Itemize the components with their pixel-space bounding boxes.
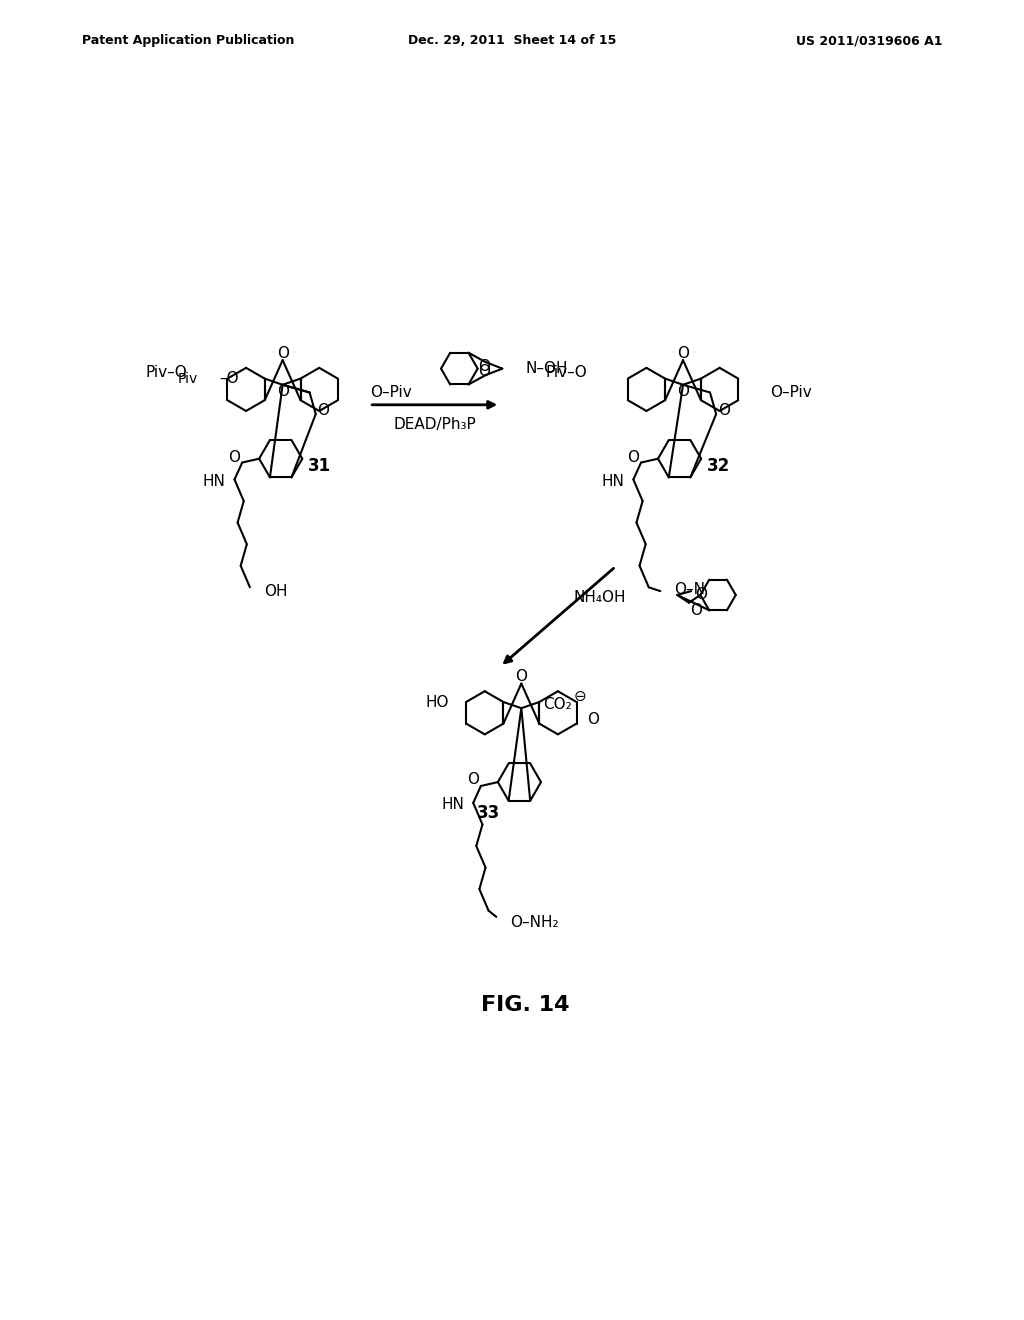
Text: Dec. 29, 2011  Sheet 14 of 15: Dec. 29, 2011 Sheet 14 of 15 — [408, 34, 616, 48]
Text: O: O — [467, 772, 479, 787]
Text: O–N: O–N — [674, 582, 706, 597]
Text: DEAD/Ph₃P: DEAD/Ph₃P — [393, 417, 476, 432]
Text: O–NH₂: O–NH₂ — [510, 915, 559, 929]
Text: 33: 33 — [477, 804, 501, 822]
Text: Patent Application Publication: Patent Application Publication — [82, 34, 294, 48]
Text: O: O — [228, 450, 241, 466]
Text: ⊖: ⊖ — [573, 689, 587, 704]
Text: Piv–O: Piv–O — [145, 364, 187, 380]
Text: OH: OH — [264, 583, 288, 599]
Text: O–Piv: O–Piv — [771, 385, 812, 400]
Text: US 2011/0319606 A1: US 2011/0319606 A1 — [796, 34, 942, 48]
Text: O: O — [515, 669, 527, 684]
Text: Piv: Piv — [178, 372, 198, 385]
Text: O: O — [478, 364, 489, 379]
Text: O: O — [677, 384, 689, 399]
Text: O: O — [677, 346, 689, 360]
Text: FIG. 14: FIG. 14 — [480, 995, 569, 1015]
Text: O–Piv: O–Piv — [371, 385, 412, 400]
Text: 31: 31 — [307, 458, 331, 475]
Text: HN: HN — [601, 474, 625, 488]
Text: CO₂: CO₂ — [543, 697, 571, 711]
Text: –O: –O — [220, 371, 240, 387]
Text: HN: HN — [441, 797, 464, 812]
Text: O: O — [718, 404, 730, 418]
Text: O: O — [695, 587, 707, 602]
Text: HN: HN — [203, 474, 225, 488]
Text: O: O — [317, 404, 330, 418]
Text: O: O — [588, 713, 599, 727]
Text: O: O — [478, 359, 489, 374]
Text: O: O — [276, 384, 289, 399]
Text: 32: 32 — [707, 458, 730, 475]
Text: N–OH: N–OH — [525, 362, 568, 376]
Text: Piv–O: Piv–O — [546, 364, 588, 380]
Text: NH₄OH: NH₄OH — [573, 590, 626, 605]
Text: O: O — [690, 603, 702, 618]
Text: HO: HO — [426, 694, 450, 710]
Text: O: O — [628, 450, 639, 466]
Text: O: O — [276, 346, 289, 360]
